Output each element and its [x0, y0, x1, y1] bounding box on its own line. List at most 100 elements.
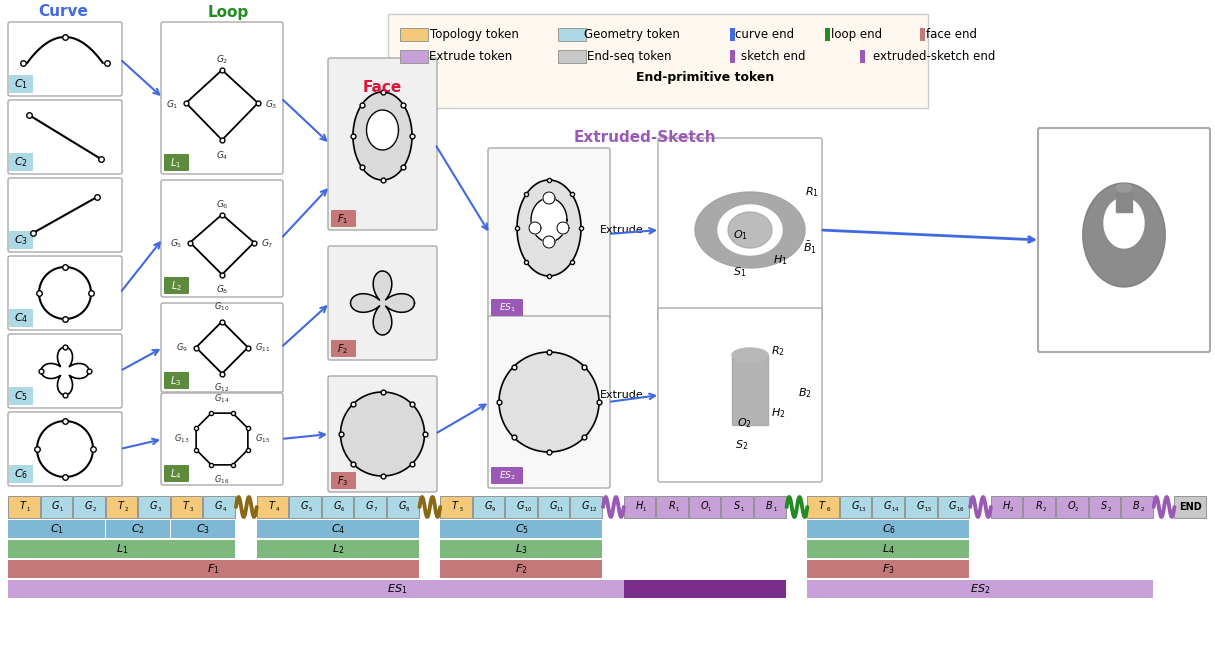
Text: Topology token: Topology token: [430, 28, 519, 41]
FancyBboxPatch shape: [659, 138, 823, 322]
Text: $G$: $G$: [916, 499, 925, 511]
Text: $T$: $T$: [819, 499, 827, 511]
Text: sketch end: sketch end: [741, 50, 806, 63]
Bar: [40, 496, 72, 518]
Bar: [256, 496, 288, 518]
Bar: [171, 496, 203, 518]
Text: $_{14}$: $_{14}$: [891, 505, 899, 513]
Text: $L_3$: $L_3$: [170, 374, 181, 388]
Text: $G$: $G$: [850, 499, 860, 511]
Text: $T$: $T$: [117, 499, 125, 511]
Bar: [571, 496, 603, 518]
Text: $F_2$: $F_2$: [338, 342, 349, 356]
Text: $_{1}$: $_{1}$: [707, 505, 712, 513]
Text: $ES_1$: $ES_1$: [388, 582, 407, 596]
Text: $G_6$: $G_6$: [215, 198, 228, 210]
FancyBboxPatch shape: [164, 372, 190, 389]
Text: $R$: $R$: [1035, 499, 1042, 511]
Text: $G$: $G$: [51, 499, 61, 511]
Text: $C_4$: $C_4$: [13, 311, 28, 325]
Text: $G_{11}$: $G_{11}$: [255, 341, 270, 354]
Bar: [9, 540, 234, 558]
Polygon shape: [1083, 183, 1165, 287]
Bar: [623, 580, 786, 598]
Text: $B$: $B$: [1132, 499, 1141, 511]
Text: $S$: $S$: [733, 499, 741, 511]
Text: curve end: curve end: [735, 28, 795, 41]
FancyBboxPatch shape: [164, 154, 190, 171]
Polygon shape: [556, 222, 569, 234]
Text: $F_3$: $F_3$: [882, 562, 895, 576]
Text: $G_5$: $G_5$: [170, 238, 182, 250]
Bar: [139, 496, 170, 518]
Text: $_{12}$: $_{12}$: [589, 505, 598, 513]
Text: $G_3$: $G_3$: [265, 99, 278, 111]
Text: $C_2$: $C_2$: [15, 155, 28, 169]
FancyBboxPatch shape: [9, 334, 122, 408]
Text: $_{1}$: $_{1}$: [773, 505, 778, 513]
Polygon shape: [1117, 188, 1132, 212]
Text: $G_4$: $G_4$: [216, 150, 228, 163]
Bar: [840, 496, 871, 518]
Text: $R_2$: $R_2$: [772, 344, 785, 358]
Bar: [623, 496, 655, 518]
Polygon shape: [531, 198, 567, 242]
FancyBboxPatch shape: [9, 178, 122, 252]
Polygon shape: [1104, 198, 1145, 248]
Text: Extruded-Sketch: Extruded-Sketch: [573, 131, 717, 145]
Text: $G_{9}$: $G_{9}$: [176, 341, 187, 354]
Bar: [807, 580, 1153, 598]
Bar: [722, 496, 753, 518]
Text: $_{1}$: $_{1}$: [27, 505, 32, 513]
FancyBboxPatch shape: [330, 340, 356, 357]
Text: $_{2}$: $_{2}$: [124, 505, 129, 513]
FancyBboxPatch shape: [9, 100, 122, 174]
Text: $G$: $G$: [397, 499, 407, 511]
Text: $G_7$: $G_7$: [261, 238, 273, 250]
Text: $G$: $G$: [549, 499, 558, 511]
Text: $F_2$: $F_2$: [515, 562, 527, 576]
Text: loop end: loop end: [831, 28, 882, 41]
FancyBboxPatch shape: [9, 309, 33, 327]
Text: Face: Face: [362, 81, 402, 95]
Text: $L_2$: $L_2$: [332, 542, 344, 556]
Text: $C_5$: $C_5$: [515, 522, 529, 536]
Bar: [807, 560, 970, 578]
Text: $G_{15}$: $G_{15}$: [255, 433, 270, 446]
Bar: [289, 496, 321, 518]
Bar: [400, 50, 428, 63]
Bar: [73, 496, 104, 518]
FancyBboxPatch shape: [1038, 128, 1210, 352]
Text: $G$: $G$: [484, 499, 492, 511]
Polygon shape: [731, 348, 768, 362]
Text: $G$: $G$: [949, 499, 957, 511]
FancyBboxPatch shape: [330, 472, 356, 489]
Text: $R$: $R$: [668, 499, 676, 511]
Bar: [171, 520, 234, 538]
Bar: [440, 520, 603, 538]
FancyBboxPatch shape: [491, 299, 522, 316]
Text: $_{2}$: $_{2}$: [1074, 505, 1079, 513]
Bar: [807, 540, 970, 558]
Polygon shape: [695, 192, 806, 268]
Text: $L_1$: $L_1$: [115, 542, 129, 556]
Bar: [1056, 496, 1087, 518]
Polygon shape: [499, 352, 599, 452]
Text: $H$: $H$: [1001, 499, 1011, 511]
Bar: [755, 496, 786, 518]
Polygon shape: [543, 236, 555, 248]
FancyBboxPatch shape: [9, 22, 122, 96]
Bar: [558, 50, 586, 63]
Text: $C_3$: $C_3$: [197, 522, 210, 536]
Text: Extrude token: Extrude token: [429, 50, 513, 63]
Text: $C_5$: $C_5$: [15, 389, 28, 403]
FancyBboxPatch shape: [488, 148, 610, 320]
Polygon shape: [543, 192, 555, 204]
Text: $G_{13}$: $G_{13}$: [174, 433, 190, 446]
Bar: [938, 496, 970, 518]
Text: $L_2$: $L_2$: [170, 279, 181, 293]
Text: $G$: $G$: [214, 499, 224, 511]
Bar: [386, 496, 418, 518]
Text: $_{2}$: $_{2}$: [1140, 505, 1145, 513]
Text: $G_1$: $G_1$: [166, 99, 179, 111]
